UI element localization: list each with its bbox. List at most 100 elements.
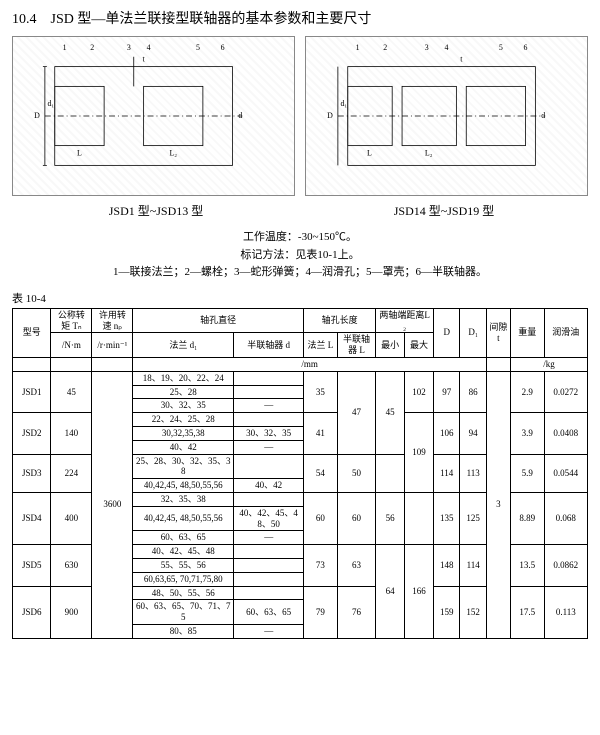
svg-text:L: L <box>77 149 82 158</box>
cell-d1: 48、50、55、56 <box>133 586 234 600</box>
svg-text:d: d <box>238 111 242 120</box>
cell-d <box>234 454 304 479</box>
cell-d <box>234 586 304 600</box>
header-row-units: /mm /kg <box>13 357 588 371</box>
cell-Dt: 94 <box>460 413 486 454</box>
cell-Tn: 45 <box>51 371 92 412</box>
cell-d1: 30、32、35 <box>133 399 234 413</box>
note-temp: 工作温度：-30~150℃。 <box>12 229 588 247</box>
cell-model: JSD1 <box>13 371 51 412</box>
cell-min: 45 <box>376 371 405 454</box>
cell-d1: 60,63,65, 70,71,75,80 <box>133 572 234 586</box>
cell-model: JSD2 <box>13 413 51 454</box>
cell-wt: 3.9 <box>510 413 544 454</box>
svg-text:d₁: d₁ <box>340 99 347 108</box>
cell-oil: 0.113 <box>544 586 587 638</box>
cell-d1: 30,32,35,38 <box>133 426 234 440</box>
cell-D: 135 <box>433 492 459 544</box>
cell-oil: 0.068 <box>544 492 587 544</box>
svg-text:4: 4 <box>445 43 449 52</box>
cell-min: 56 <box>376 492 405 544</box>
cell-d <box>234 558 304 572</box>
cell-max: 109 <box>405 413 434 493</box>
svg-text:d₁: d₁ <box>47 99 54 108</box>
cell-d1: 25、28、30、32、35、38 <box>133 454 234 479</box>
note-legend: 1—联接法兰；2—螺栓；3—蛇形弹簧；4—润滑孔；5—罩壳；6—半联轴器。 <box>12 264 588 282</box>
cell-Tn: 140 <box>51 413 92 454</box>
svg-text:3: 3 <box>425 43 429 52</box>
cell-wt: 17.5 <box>510 586 544 638</box>
cell-D: 97 <box>433 371 459 412</box>
cell-d: — <box>234 440 304 454</box>
svg-text:L: L <box>367 149 372 158</box>
cell-Dt: 125 <box>460 492 486 544</box>
cell-d1: 32、35、38 <box>133 492 234 506</box>
svg-text:6: 6 <box>221 43 225 52</box>
cell-Dt: 152 <box>460 586 486 638</box>
spec-table: 型号 公称转矩 Tₙ 许用转速 nₚ 轴孔直径 轴孔长度 两轴端距离L₂ D D… <box>12 308 588 639</box>
svg-text:5: 5 <box>499 43 503 52</box>
cell-Tn: 224 <box>51 454 92 492</box>
cell-oil: 0.0272 <box>544 371 587 412</box>
h-Tn: 公称转矩 Tₙ <box>51 308 92 333</box>
svg-text:d: d <box>541 111 545 120</box>
h-Dt: D₁ <box>460 308 486 357</box>
h-gap: 间隙 t <box>486 308 510 357</box>
svg-text:2: 2 <box>383 43 387 52</box>
header-row-1: 型号 公称转矩 Tₙ 许用转速 nₚ 轴孔直径 轴孔长度 两轴端距离L₂ D D… <box>13 308 588 333</box>
svg-text:1: 1 <box>356 43 360 52</box>
svg-text:2: 2 <box>90 43 94 52</box>
svg-text:5: 5 <box>196 43 200 52</box>
cell-D: 148 <box>433 545 459 586</box>
section-title: 10.4 JSD 型—单法兰联接型联轴器的基本参数和主要尺寸 <box>12 8 588 28</box>
cell-d1: 25、28 <box>133 385 234 399</box>
cell-d: 30、32、35 <box>234 426 304 440</box>
cell-L: 54 <box>304 454 338 492</box>
h-D: D <box>433 308 459 357</box>
diagram-right: 12 34 56 Dd₁ LL₂ dt <box>305 36 588 196</box>
cell-d1: 18、19、20、22、24 <box>133 371 234 385</box>
cell-max: 166 <box>405 545 434 639</box>
cell-oil: 0.0544 <box>544 454 587 492</box>
cell-max <box>405 492 434 544</box>
h-d: 半联轴器 d <box>234 333 304 358</box>
cell-L: 41 <box>304 413 338 454</box>
cell-Lhalf: 50 <box>337 454 376 492</box>
cell-d1: 40、42 <box>133 440 234 454</box>
h-L2: 两轴端距离L₂ <box>376 308 434 333</box>
cell-d <box>234 385 304 399</box>
h-model: 型号 <box>13 308 51 357</box>
svg-text:D: D <box>34 111 40 120</box>
svg-text:4: 4 <box>147 43 151 52</box>
h-np: 许用转速 nₚ <box>92 308 133 333</box>
cell-d: 60、63、65 <box>234 600 304 625</box>
cell-Lhalf: 63 <box>337 545 376 586</box>
cell-Tn: 400 <box>51 492 92 544</box>
cell-Dt: 114 <box>460 545 486 586</box>
cell-d1: 40,42,45, 48,50,55,56 <box>133 506 234 531</box>
cell-L: 35 <box>304 371 338 412</box>
cell-min: 64 <box>376 545 405 639</box>
cell-d <box>234 492 304 506</box>
h-unit-rmin: /r·min⁻¹ <box>92 333 133 358</box>
svg-text:L₂: L₂ <box>425 149 433 158</box>
h-max: 最大 <box>405 333 434 358</box>
cell-d <box>234 545 304 559</box>
cell-D: 114 <box>433 454 459 492</box>
cell-d1: 55、55、56 <box>133 558 234 572</box>
cell-d: — <box>234 624 304 638</box>
svg-text:t: t <box>143 55 146 64</box>
cell-D: 159 <box>433 586 459 638</box>
cell-L: 60 <box>304 492 338 544</box>
cell-L: 73 <box>304 545 338 586</box>
cell-d1: 40,42,45, 48,50,55,56 <box>133 479 234 493</box>
h-wt: 重量 <box>510 308 544 357</box>
h-unit-kg: /kg <box>510 357 587 371</box>
h-bore-len: 轴孔长度 <box>304 308 376 333</box>
cell-d1: 60、63、65 <box>133 531 234 545</box>
cell-d <box>234 371 304 385</box>
cell-oil: 0.0862 <box>544 545 587 586</box>
cell-np: 3600 <box>92 371 133 638</box>
table-row: JSD1 45 3600 18、19、20、22、24 35 47 45 102… <box>13 371 588 385</box>
cell-wt: 5.9 <box>510 454 544 492</box>
